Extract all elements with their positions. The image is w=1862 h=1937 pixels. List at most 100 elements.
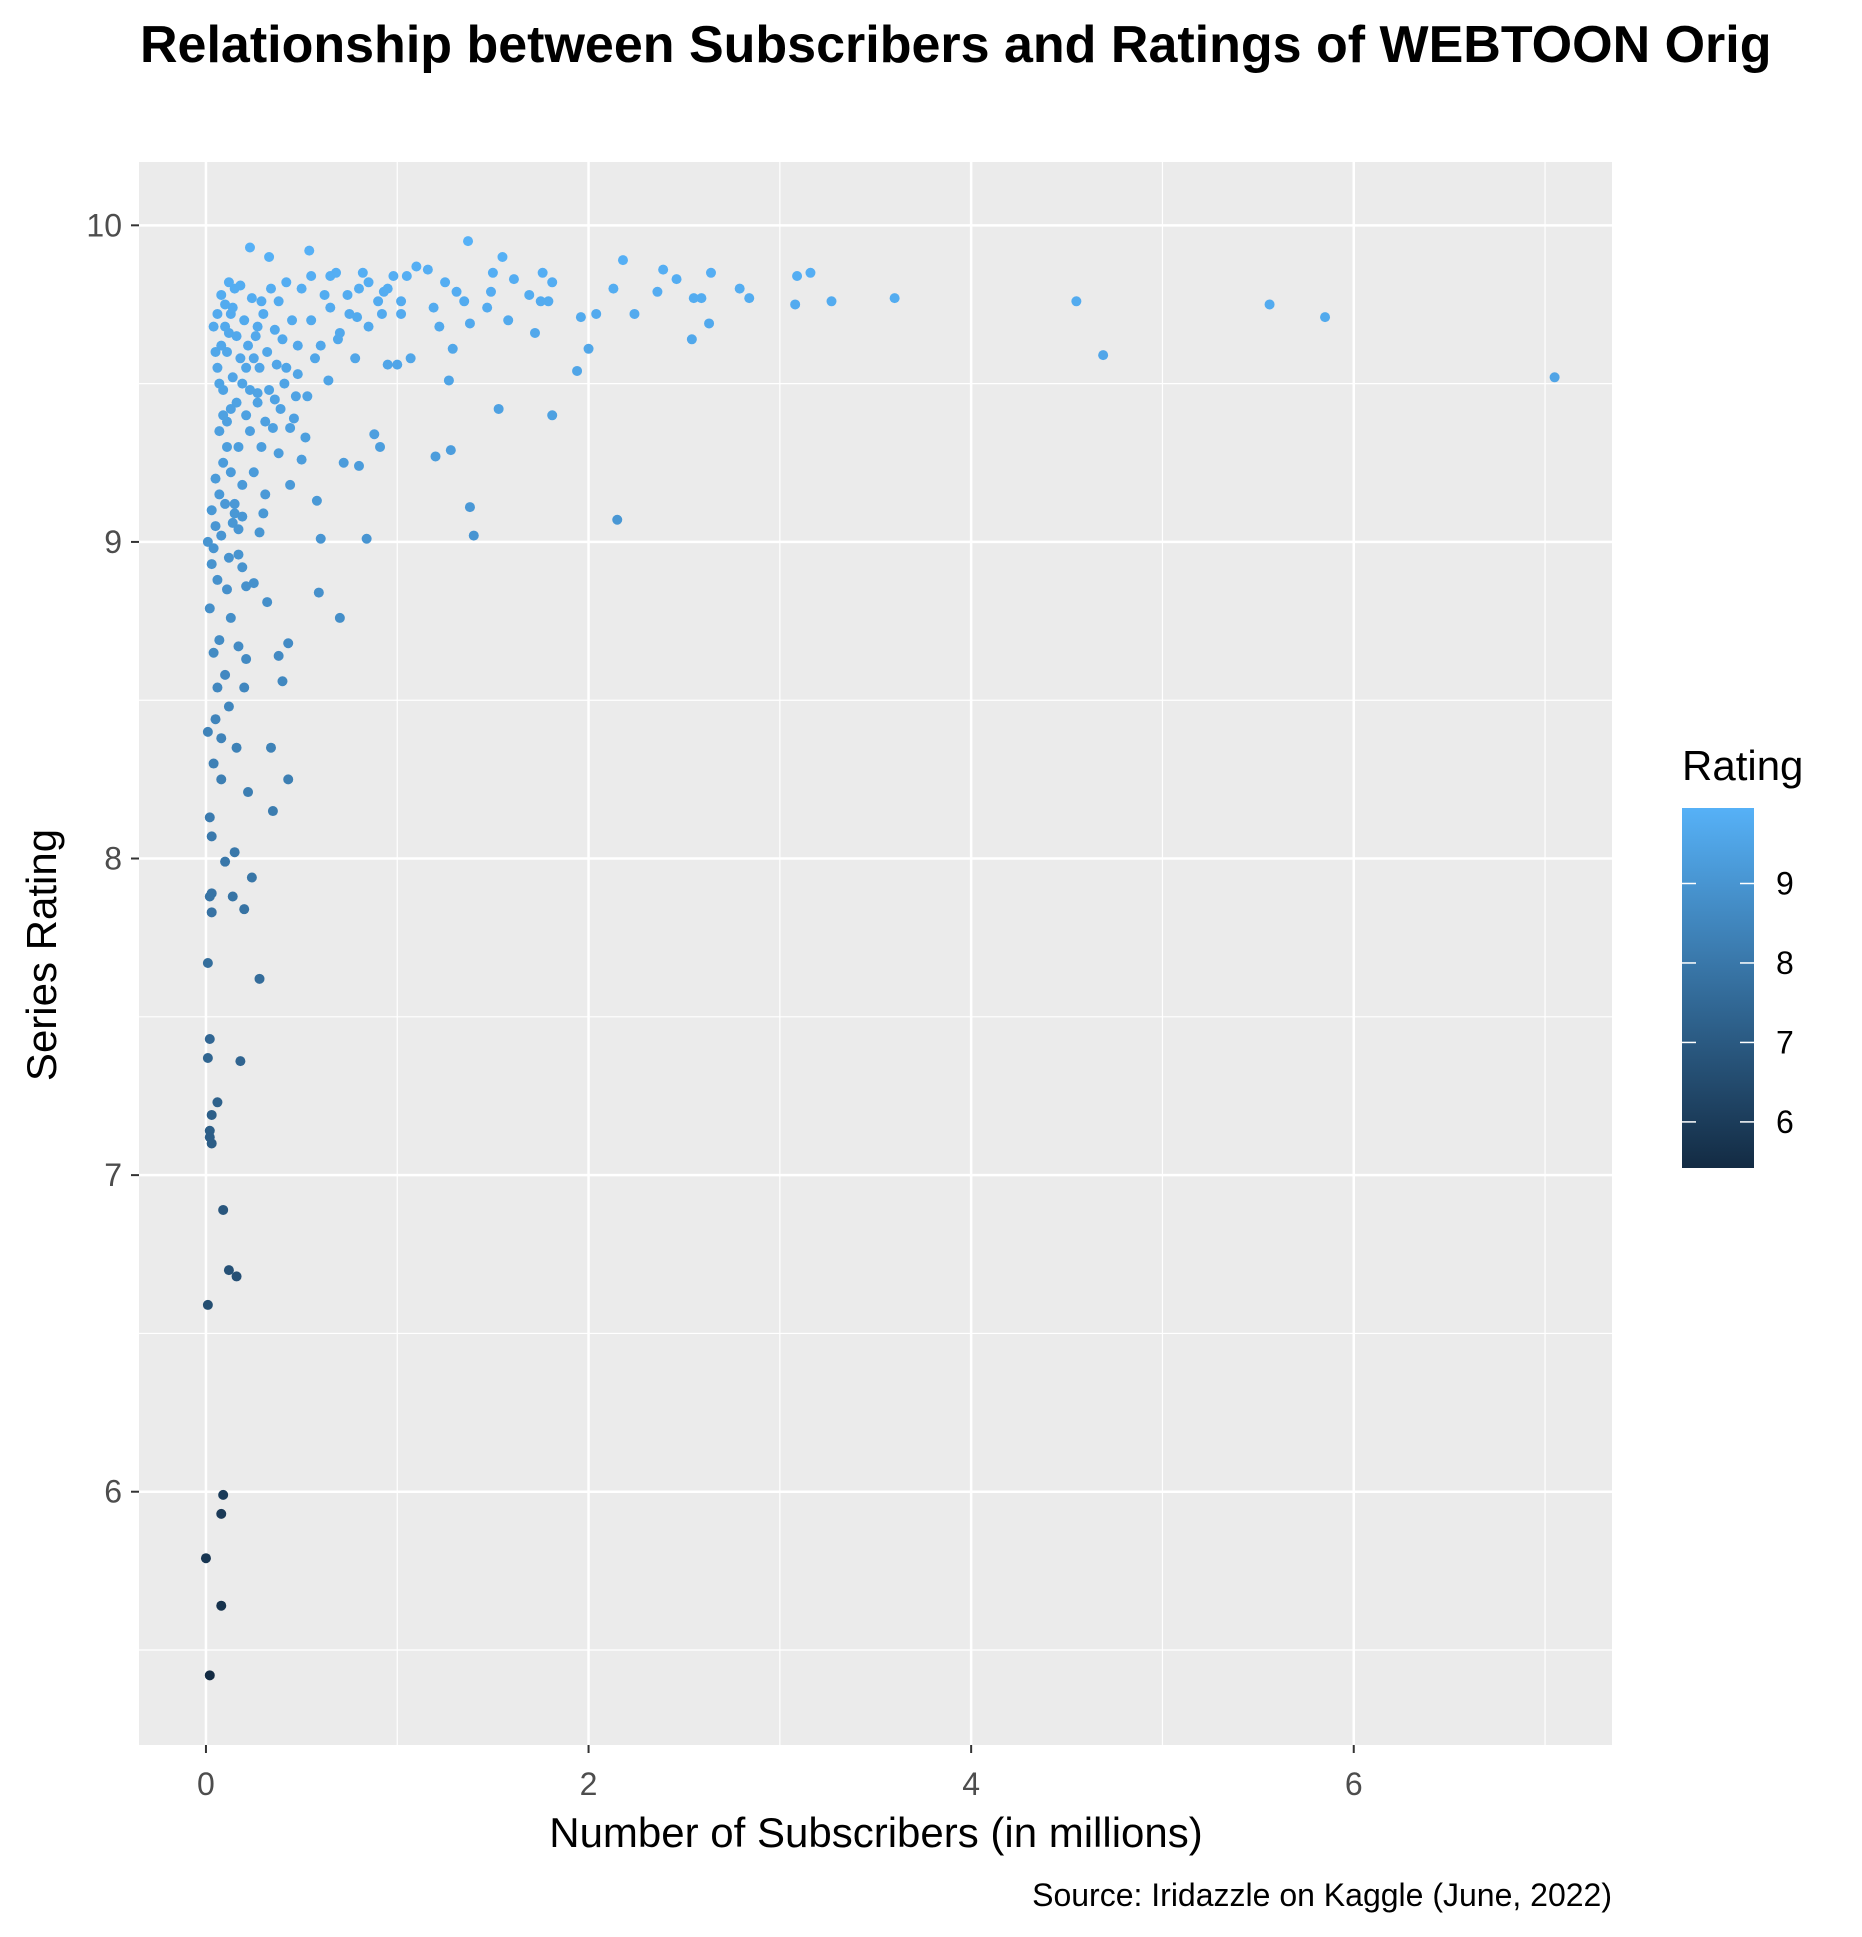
data-point — [227, 517, 238, 528]
data-point — [485, 286, 496, 297]
data-point — [208, 321, 219, 332]
data-point — [451, 286, 462, 297]
data-point — [382, 283, 393, 294]
data-point — [243, 340, 254, 351]
data-point — [440, 277, 451, 288]
data-point — [529, 327, 540, 338]
data-point — [401, 270, 412, 281]
data-point — [392, 359, 403, 370]
data-point — [237, 562, 248, 573]
data-point — [200, 1553, 211, 1564]
data-point — [233, 549, 244, 560]
data-point — [248, 467, 259, 478]
data-point — [254, 973, 265, 984]
data-point — [547, 410, 558, 421]
data-point — [306, 270, 317, 281]
data-point — [363, 321, 374, 332]
x-tick-label-4: 4 — [962, 1766, 980, 1802]
data-point — [273, 296, 284, 307]
data-point — [233, 524, 244, 535]
data-point — [220, 321, 231, 332]
x-tick-label-2: 2 — [580, 1766, 598, 1802]
data-point — [612, 514, 623, 525]
data-point — [216, 289, 227, 300]
data-point — [493, 403, 504, 414]
data-point — [218, 457, 229, 468]
data-point — [218, 410, 229, 421]
data-point — [202, 726, 213, 737]
data-point — [443, 375, 454, 386]
data-point — [256, 441, 267, 452]
data-point — [216, 340, 227, 351]
x-tick-label-6: 6 — [1345, 1766, 1363, 1802]
data-point — [487, 267, 498, 278]
y-tick-label-10: 10 — [86, 207, 122, 243]
data-point — [792, 270, 803, 281]
data-point — [258, 508, 269, 519]
data-point — [296, 454, 307, 465]
data-point — [281, 362, 292, 373]
legend-label-7: 7 — [1776, 1024, 1794, 1060]
data-point — [1549, 372, 1560, 383]
data-point — [273, 448, 284, 459]
data-point — [1098, 350, 1109, 361]
data-point — [382, 359, 393, 370]
data-point — [227, 372, 238, 383]
data-point — [204, 1670, 215, 1681]
data-point — [221, 441, 232, 452]
axis-ticks — [131, 224, 1355, 1753]
data-point — [535, 296, 546, 307]
data-point — [231, 397, 242, 408]
data-point — [252, 388, 263, 399]
data-point — [353, 460, 364, 471]
data-point — [269, 394, 280, 405]
data-point — [482, 302, 493, 313]
data-point — [264, 251, 275, 262]
data-point — [459, 296, 470, 307]
data-point — [252, 397, 263, 408]
data-point — [208, 543, 219, 554]
data-point — [281, 277, 292, 288]
data-point — [296, 283, 307, 294]
data-point — [204, 603, 215, 614]
data-point — [288, 413, 299, 424]
data-point — [243, 787, 254, 798]
data-point — [271, 359, 282, 370]
data-point — [671, 274, 682, 285]
data-point — [252, 321, 263, 332]
data-point — [309, 353, 320, 364]
data-point — [342, 289, 353, 300]
data-point — [344, 308, 355, 319]
data-point — [591, 308, 602, 319]
legend-label-9: 9 — [1776, 865, 1794, 901]
data-point — [363, 277, 374, 288]
data-point — [260, 489, 271, 500]
data-point — [265, 283, 276, 294]
data-point — [225, 467, 236, 478]
data-point — [223, 1265, 234, 1276]
source-caption: Source: Iridazzle on Kaggle (June, 2022) — [1032, 1877, 1612, 1913]
data-point — [229, 847, 240, 858]
data-point — [826, 296, 837, 307]
data-point — [734, 283, 745, 294]
data-point — [229, 508, 240, 519]
data-point — [503, 315, 514, 326]
data-point — [704, 318, 715, 329]
data-point — [688, 293, 699, 304]
data-point — [223, 552, 234, 563]
data-point — [273, 650, 284, 661]
data-point — [463, 236, 474, 247]
data-point — [237, 479, 248, 490]
data-point — [547, 277, 558, 288]
data-point — [212, 362, 223, 373]
data-point — [1320, 312, 1331, 323]
legend-label-6: 6 — [1776, 1104, 1794, 1140]
data-point — [241, 410, 252, 421]
data-point — [254, 527, 265, 538]
data-point — [248, 578, 259, 589]
data-point — [260, 416, 271, 427]
data-point — [218, 1489, 229, 1500]
data-point — [283, 774, 294, 785]
data-point — [216, 530, 227, 541]
